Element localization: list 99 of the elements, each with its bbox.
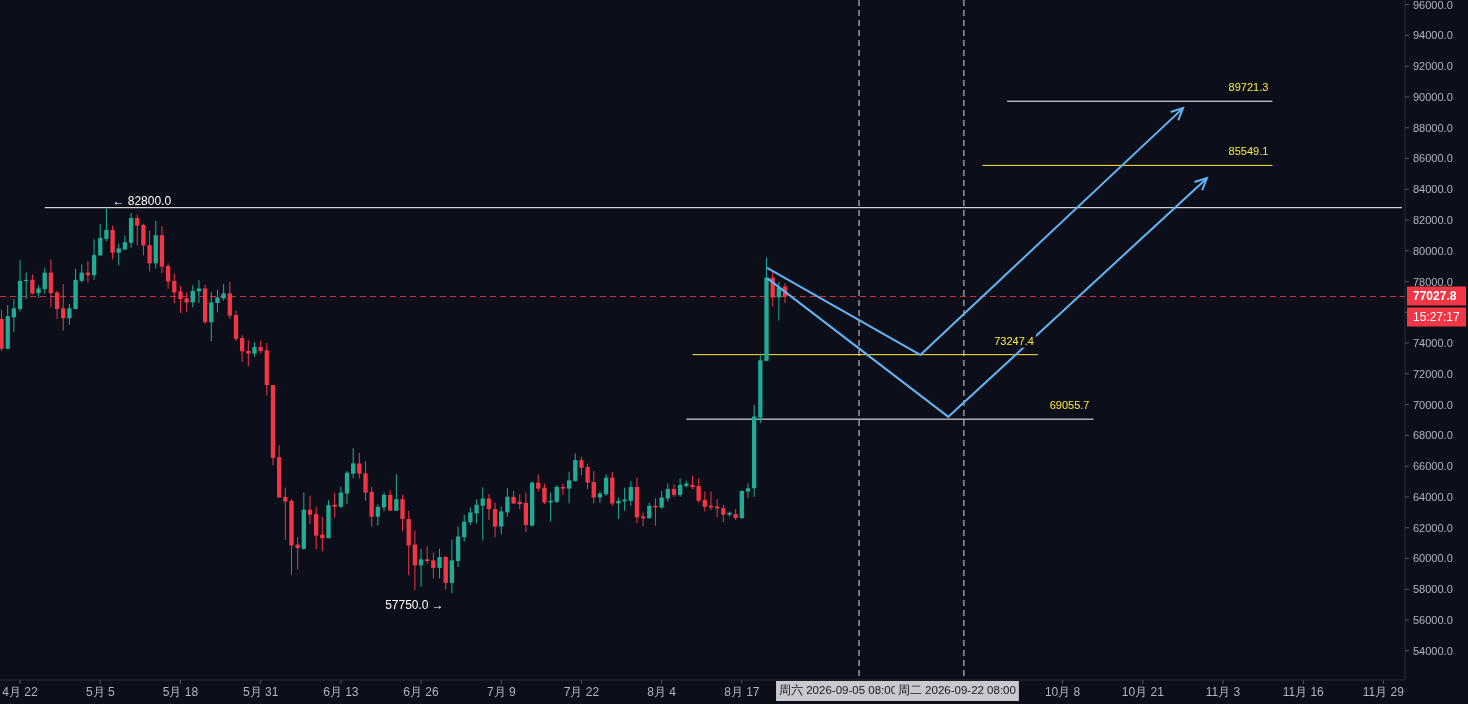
candlestick — [523, 492, 529, 533]
candlestick — [671, 483, 677, 498]
candlestick — [418, 548, 424, 588]
y-tick-label: 60000.0 — [1413, 552, 1453, 565]
candlestick — [400, 494, 405, 532]
x-tick-label: 4月 22 — [2, 685, 39, 699]
candlestick — [233, 310, 239, 342]
x-tick-label: 6月 26 — [403, 685, 440, 699]
candlestick — [745, 482, 751, 499]
x-tick-label: 6月 13 — [323, 685, 359, 699]
annotation: 73247.4 — [994, 334, 1034, 347]
candlestick — [307, 495, 313, 525]
x-tick-label: 5月 18 — [162, 685, 199, 699]
annotation: ← 82800.0 — [112, 193, 172, 208]
candlestick — [147, 230, 152, 272]
y-tick-label: 72000.0 — [1413, 367, 1453, 380]
candlestick — [492, 501, 498, 538]
candlestick — [122, 235, 128, 251]
candlestick — [431, 552, 436, 580]
y-tick-label: 56000.0 — [1413, 614, 1453, 626]
x-tick-label: 5月 31 — [242, 685, 279, 699]
y-tick-label: 90000.0 — [1413, 90, 1453, 103]
candlestick — [437, 548, 442, 580]
x-tick-label: 5月 5 — [85, 685, 115, 699]
candlestick — [499, 506, 504, 536]
x-tick-label: 7月 22 — [563, 685, 600, 699]
candlestick — [209, 291, 214, 342]
candlestick — [542, 483, 547, 505]
candlestick — [628, 480, 633, 507]
x-tick-label: 8月 17 — [724, 685, 760, 699]
candlestick — [141, 223, 146, 256]
candlestick — [702, 491, 707, 512]
candlestick — [135, 214, 140, 246]
ref-line-label: 77027.8 — [1413, 289, 1457, 304]
candlestick — [462, 514, 467, 542]
x-tick-label: 10月 8 — [1044, 685, 1081, 699]
candlestick — [573, 453, 578, 483]
candlestick — [622, 487, 627, 512]
y-tick-label: 96000.0 — [1413, 0, 1453, 11]
candlestick — [196, 279, 202, 304]
candlestick — [104, 207, 109, 242]
candlestick — [505, 487, 510, 518]
x-tick-label: 8月 4 — [647, 685, 677, 699]
x-tick-label: 11月 3 — [1205, 685, 1241, 699]
y-tick-label: 54000.0 — [1413, 644, 1453, 657]
candlestick — [314, 506, 319, 550]
candlestick — [449, 539, 455, 594]
candlestick — [239, 334, 245, 363]
annotation: 69055.7 — [1049, 399, 1090, 412]
candlestick — [375, 503, 381, 527]
candlestick — [110, 225, 115, 260]
candlestick — [338, 486, 343, 509]
candlestick — [665, 482, 670, 502]
y-tick-label: 82000.0 — [1413, 214, 1453, 226]
candlestick — [486, 493, 492, 521]
y-tick-label: 94000.0 — [1413, 29, 1453, 42]
y-tick-label: 74000.0 — [1413, 337, 1453, 350]
candlestick — [11, 298, 17, 333]
y-tick-label: 84000.0 — [1413, 183, 1453, 196]
y-tick-label: 66000.0 — [1413, 460, 1453, 473]
candlestick — [412, 530, 418, 591]
y-tick-label: 58000.0 — [1413, 583, 1453, 596]
candlestick — [351, 447, 356, 479]
ref-line-label: 周二 2026-09-22 08:00 — [897, 684, 1016, 696]
annotation: 57750.0 → — [385, 598, 444, 613]
candlestick — [344, 470, 350, 505]
annotation: 89721.3 — [1228, 81, 1269, 94]
candlestick — [616, 497, 621, 520]
candlestick — [480, 487, 485, 542]
y-tick-label: 88000.0 — [1413, 121, 1453, 134]
y-tick-label: 92000.0 — [1413, 60, 1453, 73]
candlestick — [659, 490, 664, 510]
candlestick — [591, 470, 596, 504]
annotation: 85549.1 — [1228, 145, 1269, 158]
candlestick — [597, 491, 603, 504]
x-tick-label: 7月 9 — [486, 685, 516, 699]
text: 15:27:17 — [1413, 310, 1461, 325]
y-tick-label: 86000.0 — [1413, 152, 1453, 165]
candlestick — [603, 473, 609, 497]
y-tick-label: 62000.0 — [1413, 521, 1453, 534]
y-tick-label: 68000.0 — [1413, 429, 1453, 442]
candlestick — [677, 477, 683, 498]
candlestick — [560, 483, 566, 496]
y-tick-label: 78000.0 — [1413, 275, 1453, 288]
x-tick-label: 10月 21 — [1121, 685, 1165, 699]
x-tick-label: 11月 29 — [1362, 685, 1405, 699]
y-tick-label: 64000.0 — [1413, 490, 1453, 503]
x-tick-label: 11月 16 — [1282, 685, 1325, 699]
candlestick — [425, 545, 430, 565]
candlestick — [91, 239, 97, 281]
candlestick — [566, 471, 572, 504]
candlestick — [116, 242, 121, 266]
candlestick — [394, 473, 399, 512]
y-tick-label: 70000.0 — [1413, 398, 1453, 411]
candlestick — [165, 263, 171, 289]
y-tick-label: 80000.0 — [1413, 244, 1453, 257]
candlestick — [246, 339, 251, 367]
candlestick — [388, 489, 393, 512]
candlestick — [42, 267, 47, 294]
